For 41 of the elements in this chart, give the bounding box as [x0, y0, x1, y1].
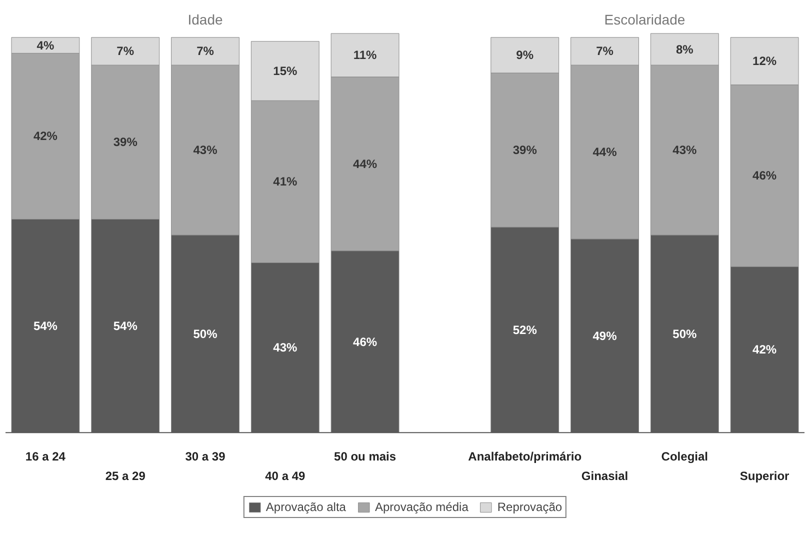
- data-label: 8%: [676, 42, 694, 56]
- x-tick-label: Colegial: [661, 450, 708, 464]
- data-label: 43%: [193, 143, 218, 158]
- data-label: 44%: [592, 145, 618, 160]
- data-label: 12%: [752, 54, 777, 68]
- data-label: 54%: [113, 318, 138, 333]
- data-label: 42%: [752, 342, 777, 357]
- legend-label: Aprovação média: [374, 500, 468, 514]
- x-tick-label: 30 a 39: [185, 450, 226, 464]
- legend-label: Reprovação: [497, 500, 562, 514]
- data-label: 7%: [196, 44, 214, 58]
- data-label: 7%: [116, 44, 134, 58]
- data-label: 42%: [33, 129, 58, 144]
- data-label: 46%: [353, 334, 378, 349]
- data-label: 52%: [512, 322, 538, 337]
- data-label: 46%: [752, 168, 777, 183]
- data-label: 39%: [512, 143, 538, 158]
- text: Escolaridade: [604, 11, 686, 28]
- data-label: 9%: [516, 48, 534, 62]
- data-label: 54%: [33, 318, 58, 333]
- x-tick-label: Ginasial: [581, 468, 628, 483]
- data-label: 50%: [193, 326, 218, 341]
- data-label: 39%: [113, 135, 138, 150]
- data-label: 49%: [592, 328, 618, 343]
- data-label: 15%: [273, 64, 298, 78]
- data-label: 11%: [353, 48, 378, 62]
- text: Idade: [188, 11, 223, 28]
- x-tick-label: 16 a 24: [25, 450, 66, 464]
- data-label: 43%: [273, 340, 298, 355]
- x-tick-label: 40 a 49: [265, 468, 306, 483]
- x-tick-label: Analfabeto/primário: [468, 450, 582, 464]
- x-tick-label: 50 ou mais: [334, 450, 396, 464]
- data-label: 7%: [596, 44, 614, 58]
- data-label: 43%: [672, 143, 697, 158]
- legend-label: Aprovação alta: [266, 500, 346, 514]
- data-label: 50%: [672, 326, 697, 341]
- x-tick-label: Superior: [740, 468, 790, 483]
- data-label: 4%: [36, 38, 54, 52]
- x-tick-label: 25 a 29: [105, 468, 146, 483]
- data-label: 41%: [273, 174, 298, 189]
- data-label: 44%: [353, 156, 378, 171]
